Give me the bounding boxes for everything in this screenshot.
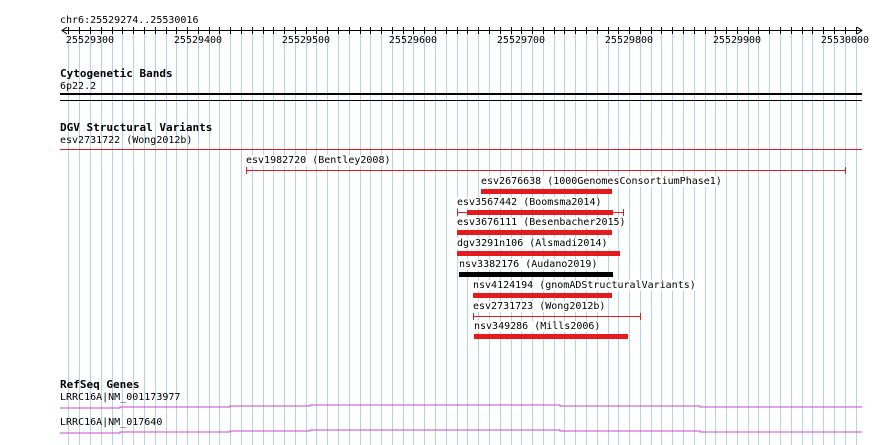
- ruler-tick-label: 25529900: [712, 35, 762, 46]
- ruler-tick-label: 25529400: [173, 35, 223, 46]
- dgv-feature-label-nsv4124194[interactable]: nsv4124194 (gnomADStructuralVariants): [472, 280, 697, 291]
- dgv-top-feature-label[interactable]: esv2731722 (Wong2012b): [60, 135, 193, 146]
- dgv-feature-label-esv2676638[interactable]: esv2676638 (1000GenomesConsortiumPhase1): [480, 176, 723, 187]
- locus-label: chr6:25529274..25530016: [60, 15, 199, 26]
- dgv-feature-label-nsv349286[interactable]: nsv349286 (Mills2006): [473, 321, 602, 332]
- dgv-feature-label-dgv3291n106[interactable]: dgv3291n106 (Alsmadi2014): [456, 238, 609, 249]
- refseq-gene-label-2[interactable]: LRRC16A|NM_017640: [60, 417, 163, 428]
- feature-bar: [481, 189, 612, 194]
- dgv-feature-esv3567442[interactable]: [457, 209, 624, 216]
- feature-bar: [473, 293, 612, 298]
- ruler-tick-label: 25529600: [388, 35, 438, 46]
- dgv-feature-esv2731723[interactable]: [473, 313, 641, 320]
- feature-bar: [457, 251, 620, 256]
- dgv-feature-label-nsv3382176[interactable]: nsv3382176 (Audano2019): [458, 259, 599, 270]
- dgv-feature-esv3676111[interactable]: [457, 230, 612, 235]
- dgv-feature-esv1982720[interactable]: [246, 167, 846, 174]
- refseq-track-title: RefSeq Genes: [60, 378, 140, 391]
- ruler-tick-label: 25529700: [496, 35, 546, 46]
- dgv-track-title: DGV Structural Variants: [60, 121, 213, 134]
- refseq-gene-line-1: [60, 404, 862, 409]
- refseq-gene-label-1[interactable]: LRRC16A|NM_001173977: [60, 392, 181, 403]
- cytoband-label: 6p22.2: [60, 81, 97, 92]
- cytoband-line-bottom: [60, 100, 862, 101]
- dgv-feature-label-esv3676111[interactable]: esv3676111 (Besenbacher2015): [456, 217, 627, 228]
- cytoband-line-top: [60, 93, 862, 95]
- dgv-feature-label-esv3567442[interactable]: esv3567442 (Boomsma2014): [456, 197, 603, 208]
- ruler-tick-label: 25529800: [604, 35, 654, 46]
- feature-bar: [459, 272, 613, 277]
- dgv-feature-esv2676638[interactable]: [481, 189, 612, 194]
- dgv-feature-label-esv2731723[interactable]: esv2731723 (Wong2012b): [472, 301, 607, 312]
- ruler-right-arrow: [856, 26, 863, 35]
- dgv-feature-label-esv1982720[interactable]: esv1982720 (Bentley2008): [245, 155, 392, 166]
- ruler-tick-label: 25530000: [820, 35, 870, 46]
- feature-bar: [474, 334, 628, 339]
- ruler-tick-label: 25529300: [65, 35, 115, 46]
- cytoband-track-title: Cytogenetic Bands: [60, 67, 173, 80]
- feature-bar: [467, 210, 613, 215]
- dgv-feature-nsv3382176[interactable]: [459, 272, 613, 277]
- ruler-left-arrow: [61, 26, 68, 35]
- dgv-feature-nsv4124194[interactable]: [473, 293, 612, 298]
- ruler-tick-label: 25529500: [281, 35, 331, 46]
- refseq-gene-line-2: [60, 429, 862, 434]
- feature-bar: [457, 230, 612, 235]
- dgv-feature-dgv3291n106[interactable]: [457, 251, 620, 256]
- dgv-feature-nsv349286[interactable]: [474, 334, 628, 339]
